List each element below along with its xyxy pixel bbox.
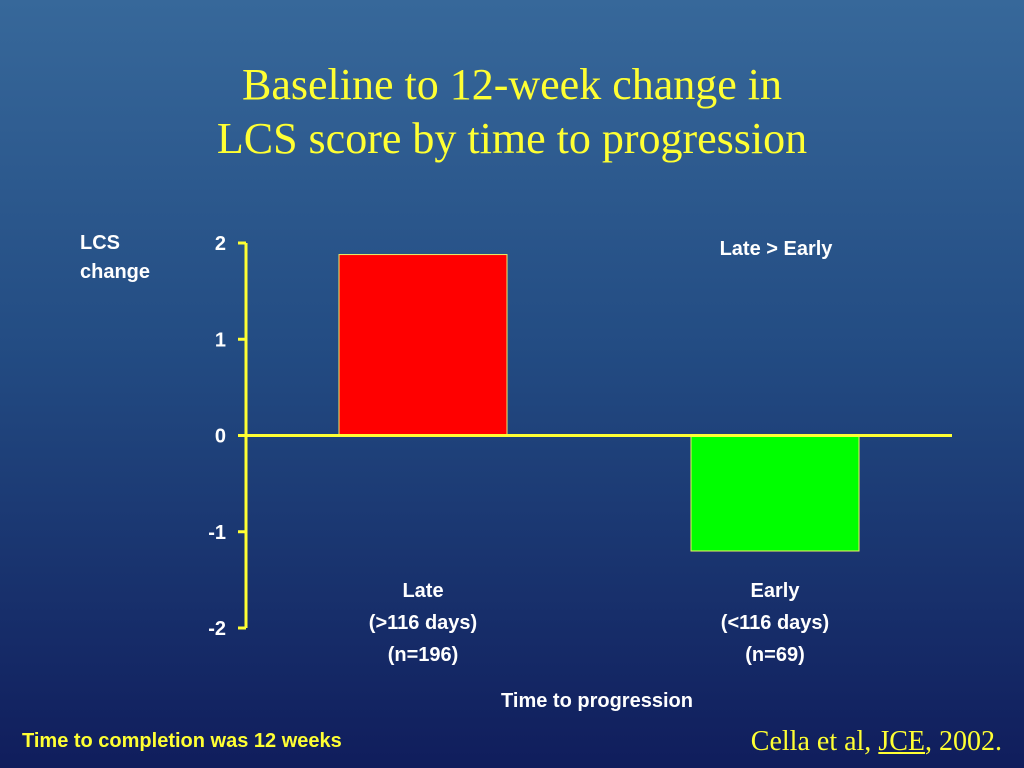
category-label-1-line-2: (n=69) (745, 644, 804, 666)
y-axis-label-line-0: LCS (80, 232, 120, 254)
citation-prefix: Cella et al, (750, 726, 879, 757)
y-tick-label-4: -2 (208, 618, 226, 640)
category-label-0-line-2: (n=196) (388, 644, 459, 666)
category-label-0-line-0: Late (402, 580, 443, 602)
bar-0 (338, 254, 508, 436)
footer-note: Time to completion was 12 weeks (22, 730, 342, 752)
category-label-1-line-0: Early (751, 580, 801, 602)
annotation-late-early: Late > Early (720, 238, 834, 260)
x-axis-label: Time to progression (501, 690, 693, 712)
slide-title-line-1: Baseline to 12-week change in (241, 60, 783, 109)
citation: Cella et al, JCE, 2002. (751, 726, 1002, 758)
y-tick-label-1: 1 (215, 329, 226, 351)
y-axis-label-line-1: change (80, 261, 150, 283)
y-tick-label-3: -1 (208, 522, 226, 544)
slide-title: Baseline to 12-week change in LCS score … (0, 58, 1024, 166)
slide-title-line-2: LCS score by time to progression (216, 114, 808, 163)
y-tick-label-2: 0 (215, 426, 226, 448)
citation-suffix: , 2002. (925, 726, 1002, 757)
y-tick-label-0: 2 (215, 233, 226, 255)
category-label-1-line-1: (<116 days) (721, 612, 829, 634)
citation-journal: JCE (878, 726, 925, 757)
category-label-0-line-1: (>116 days) (369, 612, 477, 634)
bar-1 (690, 435, 860, 552)
